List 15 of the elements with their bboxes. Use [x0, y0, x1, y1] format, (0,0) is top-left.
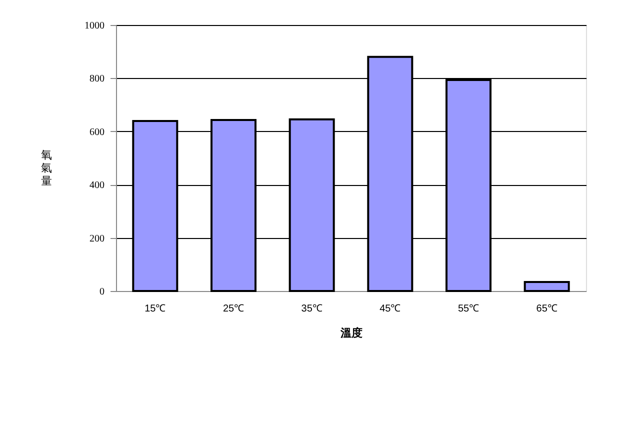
x-tick-label: 15℃	[144, 304, 166, 314]
x-tick-label: 25℃	[222, 304, 244, 314]
x-axis-title: 溫度	[340, 326, 362, 340]
x-tick-label: 65℃	[536, 304, 558, 314]
y-tick-label: 600	[90, 126, 104, 138]
y-axis-title: 氧氣量	[41, 150, 52, 188]
y-tick-label: 200	[90, 233, 104, 244]
y-tick-label: 800	[90, 74, 104, 85]
y-tick-label: 1000	[84, 20, 104, 32]
x-tick-label: 35℃	[301, 304, 322, 314]
bar	[524, 280, 570, 292]
x-tick-label: 45℃	[380, 304, 401, 314]
y-tick-label: 400	[90, 180, 104, 192]
y-tick-label: 0	[100, 286, 104, 298]
x-tick-label: 55℃	[458, 304, 480, 314]
